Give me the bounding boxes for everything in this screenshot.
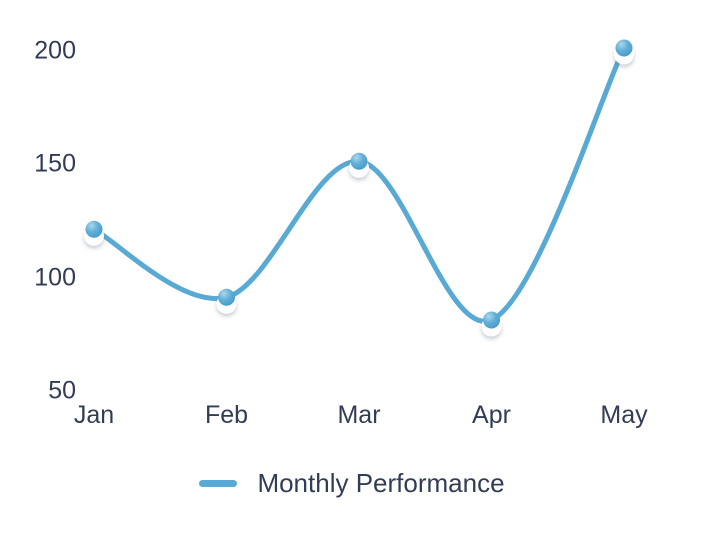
y-tick-label-200: 200 <box>34 36 76 65</box>
data-point-marker-jan[interactable] <box>85 220 103 238</box>
legend-item-monthly-performance[interactable]: Monthly Performance <box>199 467 505 499</box>
x-tick-label-jan: Jan <box>73 401 115 429</box>
legend: Monthly Performance <box>0 467 704 499</box>
y-tick-label-50: 50 <box>48 376 76 405</box>
data-point-marker-apr[interactable] <box>483 311 500 329</box>
series-line <box>91 45 627 324</box>
x-tick-label-feb: Feb <box>204 401 249 429</box>
data-points <box>84 39 634 337</box>
x-tick-label-may: May <box>600 401 648 429</box>
legend-label: Monthly Performance <box>257 468 505 498</box>
y-tick-label-100: 100 <box>34 263 76 292</box>
data-point-marker-may[interactable] <box>615 39 633 57</box>
y-tick-label-150: 150 <box>34 149 76 178</box>
x-tick-label-apr: Apr <box>472 401 511 429</box>
x-tick-label-mar: Mar <box>337 401 381 429</box>
data-point-marker-feb[interactable] <box>218 288 235 306</box>
legend-line-swatch <box>199 479 238 487</box>
data-point-marker-mar[interactable] <box>350 152 368 170</box>
